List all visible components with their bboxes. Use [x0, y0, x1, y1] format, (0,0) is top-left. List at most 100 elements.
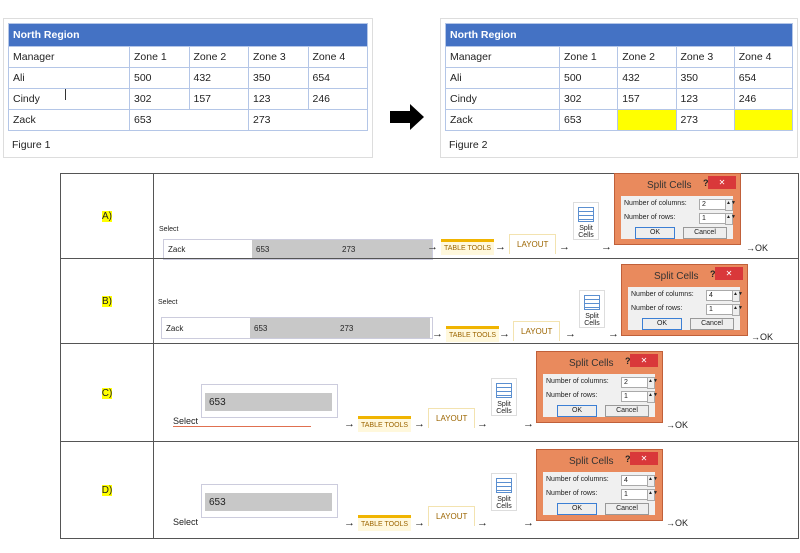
- selected-cell[interactable]: 653: [252, 240, 338, 259]
- cancel-button[interactable]: Cancel: [683, 227, 727, 239]
- columns-input[interactable]: 4: [706, 290, 734, 301]
- table-tools-tab[interactable]: TABLE TOOLS: [446, 326, 500, 342]
- option-label: A): [61, 174, 154, 258]
- figure-caption: Figure 2: [449, 139, 488, 151]
- selected-table-cells[interactable]: Zack 653 273: [163, 239, 433, 260]
- dialog-body: Number of columns: 2 ▲▼ Number of rows: …: [543, 374, 658, 417]
- cancel-button[interactable]: Cancel: [690, 318, 734, 330]
- columns-input[interactable]: 4: [621, 475, 649, 486]
- layout-tab[interactable]: LAYOUT: [509, 234, 557, 254]
- help-button[interactable]: ?: [710, 269, 716, 279]
- rows-spinner[interactable]: ▲▼: [647, 489, 658, 501]
- rows-input[interactable]: 1: [621, 391, 649, 402]
- merged-cell: 273: [248, 109, 368, 131]
- table-tools-tab[interactable]: TABLE TOOLS: [441, 239, 495, 255]
- header-cell: Zone 2: [188, 46, 249, 68]
- arrow-icon: →: [414, 418, 425, 430]
- figure-1-table: North Region Manager Zone 1 Zone 2 Zone 3 Zo…: [8, 23, 368, 131]
- close-button[interactable]: ✕: [630, 452, 658, 465]
- cell: 157: [617, 88, 677, 110]
- arrow-icon: →: [495, 241, 506, 253]
- selected-cell[interactable]: 653: [205, 493, 332, 511]
- selected-table-cells[interactable]: Zack 653 273: [161, 317, 433, 339]
- cancel-button[interactable]: Cancel: [605, 405, 649, 417]
- arrow-icon: →: [523, 418, 534, 430]
- rows-input[interactable]: 1: [706, 304, 734, 315]
- rows-spinner[interactable]: ▲▼: [647, 391, 658, 403]
- selected-cell[interactable]: 273: [336, 318, 430, 338]
- selected-table-cells[interactable]: 653: [201, 484, 338, 518]
- table-title: North Region: [8, 23, 368, 47]
- cell: 432: [188, 67, 249, 89]
- selected-cell[interactable]: 653: [250, 318, 336, 338]
- help-button[interactable]: ?: [625, 356, 631, 366]
- cell: 350: [248, 67, 309, 89]
- help-button[interactable]: ?: [703, 178, 709, 188]
- layout-tab[interactable]: LAYOUT: [513, 321, 561, 341]
- final-ok-step: →OK: [746, 243, 768, 253]
- split-cells-button[interactable]: Split Cells: [491, 473, 517, 511]
- ok-text: OK: [760, 332, 774, 342]
- help-button[interactable]: ?: [625, 454, 631, 464]
- columns-label: Number of columns:: [546, 476, 609, 483]
- rows-input[interactable]: 1: [699, 213, 727, 224]
- ok-button[interactable]: OK: [635, 227, 675, 239]
- columns-spinner[interactable]: ▲▼: [725, 199, 736, 211]
- rows-label: Number of rows:: [631, 305, 683, 312]
- cell: 432: [617, 67, 677, 89]
- cells-label: Cells: [578, 232, 594, 239]
- split-cells-button[interactable]: Split Cells: [491, 378, 517, 416]
- ok-text: OK: [675, 518, 689, 528]
- arrow-icon: →: [414, 517, 425, 529]
- columns-spinner[interactable]: ▲▼: [732, 290, 743, 302]
- cancel-button[interactable]: Cancel: [605, 503, 649, 515]
- split-label: Split: [497, 401, 511, 408]
- split-cells-dialog: Split Cells ? ✕ Number of columns: 4 ▲▼ …: [536, 449, 663, 521]
- answer-options-table: A) Select Zack 653 273 → TABLE TOOLS → L…: [60, 173, 799, 539]
- option-letter: A): [102, 210, 112, 222]
- columns-label: Number of columns:: [624, 200, 687, 207]
- ok-button[interactable]: OK: [557, 405, 597, 417]
- rows-spinner[interactable]: ▲▼: [725, 213, 736, 225]
- rows-input[interactable]: 1: [621, 489, 649, 500]
- table-title: North Region: [445, 23, 793, 47]
- columns-spinner[interactable]: ▲▼: [647, 377, 658, 389]
- ok-button[interactable]: OK: [557, 503, 597, 515]
- rows-label: Number of rows:: [546, 392, 598, 399]
- close-button[interactable]: ✕: [630, 354, 658, 367]
- option-row: A) Select Zack 653 273 → TABLE TOOLS → L…: [61, 173, 798, 260]
- selected-table-cells[interactable]: 653: [201, 384, 338, 418]
- columns-input[interactable]: 2: [621, 377, 649, 388]
- cell: 273: [675, 109, 735, 131]
- layout-tab[interactable]: LAYOUT: [428, 506, 476, 526]
- close-button[interactable]: ✕: [715, 267, 743, 280]
- rows-label: Number of rows:: [546, 490, 598, 497]
- dialog-title: Split Cells: [647, 180, 692, 191]
- table-row: Cindy 302 157 123 246: [445, 88, 794, 110]
- dialog-body: Number of columns: 2 ▲▼ Number of rows: …: [621, 196, 736, 239]
- layout-tab[interactable]: LAYOUT: [428, 408, 476, 428]
- rows-spinner[interactable]: ▲▼: [732, 304, 743, 316]
- arrow-icon: →: [344, 517, 355, 529]
- table-tools-tab[interactable]: TABLE TOOLS: [358, 515, 412, 531]
- cell: Cindy: [8, 88, 130, 110]
- columns-input[interactable]: 2: [699, 199, 727, 210]
- split-cells-button[interactable]: Split Cells: [573, 202, 599, 240]
- cell: 350: [675, 67, 735, 89]
- table-tools-tab[interactable]: TABLE TOOLS: [358, 416, 412, 432]
- table-header-row: Manager Zone 1 Zone 2 Zone 3 Zone 4: [445, 46, 794, 68]
- final-ok-step: →OK: [666, 518, 688, 528]
- cell: Zack: [166, 323, 184, 333]
- split-cells-icon: [578, 207, 594, 222]
- selected-cell[interactable]: 273: [338, 240, 432, 259]
- table-row: Ali 500 432 350 654: [445, 67, 794, 89]
- split-cells-button[interactable]: Split Cells: [579, 290, 605, 328]
- header-cell: Zone 1: [558, 46, 619, 68]
- ok-text: OK: [755, 243, 769, 253]
- selected-cell[interactable]: 653: [205, 393, 332, 411]
- columns-spinner[interactable]: ▲▼: [647, 475, 658, 487]
- header-cell: Zone 1: [129, 46, 190, 68]
- close-button[interactable]: ✕: [708, 176, 736, 189]
- ok-button[interactable]: OK: [642, 318, 682, 330]
- option-label: D): [61, 442, 154, 539]
